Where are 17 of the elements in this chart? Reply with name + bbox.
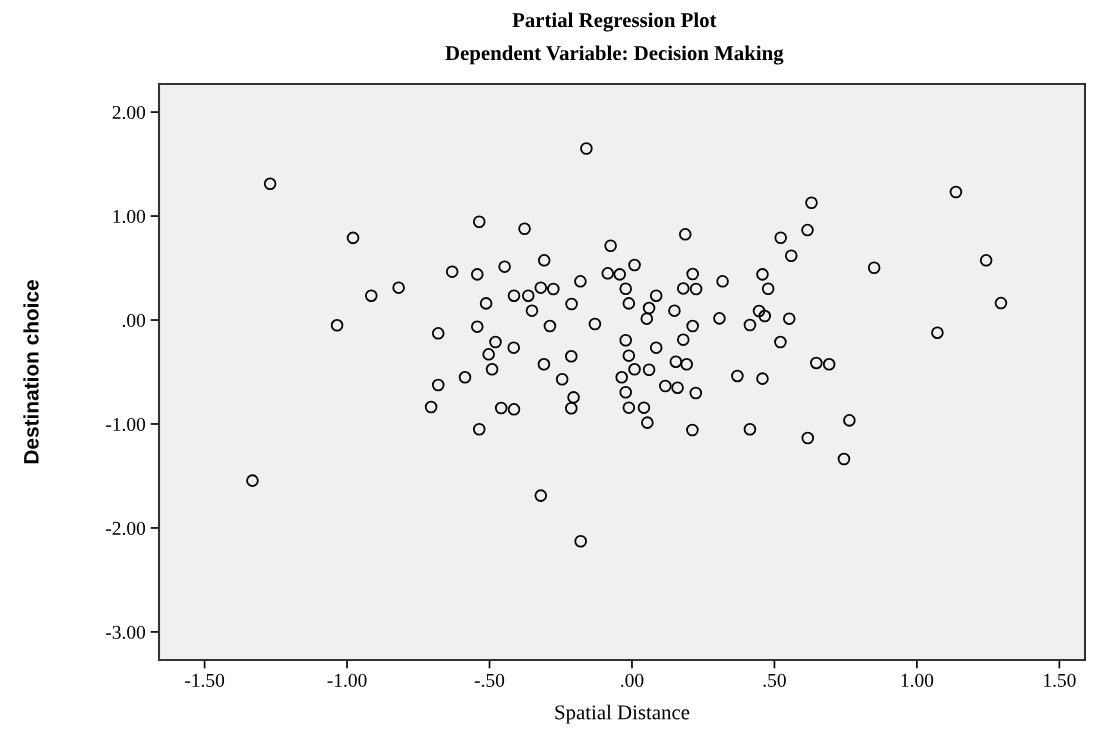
x-tick-label: -1.00 <box>327 673 367 687</box>
x-tick-label: 1.50 <box>1044 673 1076 687</box>
y-tick-label: -1.00 <box>106 417 146 432</box>
y-tick-label: 1.00 <box>113 209 146 224</box>
x-tick-label: 1.00 <box>901 673 934 687</box>
y-tick-label: -3.00 <box>106 625 146 639</box>
x-tick-label: .00 <box>621 673 644 687</box>
y-tick-label: .00 <box>122 313 146 328</box>
y-tick-label: 2.00 <box>112 105 146 120</box>
chart-subtitle: Dependent Variable: Decision Making <box>445 45 784 65</box>
y-axis-title: Destination choice <box>23 280 39 464</box>
x-axis-title: Spatial Distance <box>555 704 690 724</box>
y-tick-label: -2.00 <box>106 521 146 535</box>
chart-title: Partial Regression Plot <box>512 12 717 32</box>
x-tick-label: -1.50 <box>185 673 225 687</box>
x-tick-label: -.50 <box>474 673 505 687</box>
x-tick-label: .50 <box>763 673 786 687</box>
